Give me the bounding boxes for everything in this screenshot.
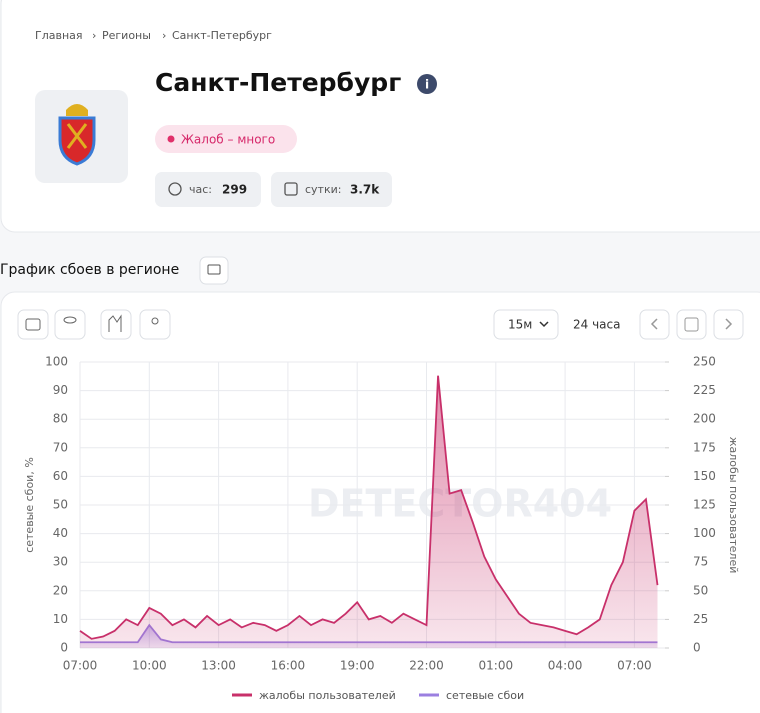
- y-tick-label: 30: [53, 555, 68, 569]
- breadcrumb[interactable]: Главная: [35, 29, 83, 42]
- y2-tick-label: 50: [693, 583, 708, 597]
- stat-value: 299: [222, 183, 247, 197]
- x-tick-label: 01:00: [479, 659, 514, 673]
- status-text: Жалоб – много: [181, 133, 275, 147]
- y-tick-label: 20: [53, 583, 68, 597]
- interval-value: 15м: [508, 318, 532, 332]
- toolbar: 15м 24 часа: [17, 309, 744, 340]
- y2-tick-label: 200: [693, 412, 716, 426]
- x-tick-label: 22:00: [409, 659, 444, 673]
- info-icon-glyph: i: [425, 78, 429, 92]
- series-line: [79, 375, 659, 640]
- clock-icon: [168, 182, 182, 196]
- x-tick-label: 07:00: [617, 659, 652, 673]
- y2-tick-label: 175: [693, 440, 716, 454]
- y-tick-label: 10: [53, 612, 68, 626]
- y2-tick-label: 0: [693, 641, 701, 655]
- y-tick-label: 100: [45, 355, 68, 369]
- series-area: [80, 375, 658, 648]
- region-title: Санкт-Петербург: [155, 68, 401, 97]
- y-axis-title: сетевые сбои, %: [23, 457, 36, 553]
- y2-tick-label: 225: [693, 383, 716, 397]
- stat-chip: [271, 172, 392, 207]
- y-tick-label: 50: [53, 498, 68, 512]
- chart-card: [0, 291, 760, 713]
- stat-chip: [155, 172, 261, 207]
- stat-label: час:: [189, 183, 212, 196]
- breadcrumb-sep: ›: [162, 29, 166, 42]
- calendar-icon: [284, 182, 298, 196]
- y2-tick-label: 150: [693, 469, 716, 483]
- next-button[interactable]: [713, 309, 744, 340]
- interval-select[interactable]: [493, 309, 559, 340]
- toolbar-button[interactable]: [54, 309, 86, 340]
- x-tick-label: 13:00: [201, 659, 236, 673]
- section-button[interactable]: [199, 256, 229, 285]
- y-tick-label: 40: [53, 526, 68, 540]
- y2-tick-label: 100: [693, 526, 716, 540]
- section-button-icon: [207, 264, 221, 275]
- section-title: График сбоев в регионе: [0, 262, 179, 278]
- x-tick-label: 16:00: [271, 659, 306, 673]
- period-value[interactable]: 24 часа: [573, 318, 620, 332]
- x-tick-label: 10:00: [132, 659, 167, 673]
- info-icon[interactable]: [417, 74, 437, 94]
- status-badge: [155, 125, 297, 153]
- y2-tick-label: 25: [693, 612, 708, 626]
- y2-tick-label: 125: [693, 498, 716, 512]
- x-tick-label: 07:00: [63, 659, 98, 673]
- y-tick-label: 70: [53, 440, 68, 454]
- prev-button[interactable]: [639, 309, 670, 340]
- y-tick-label: 0: [60, 641, 68, 655]
- breadcrumb: Санкт-Петербург: [172, 29, 272, 42]
- x-tick-label: 04:00: [548, 659, 583, 673]
- y-tick-label: 90: [53, 383, 68, 397]
- breadcrumb-sep: ›: [92, 29, 96, 42]
- status-dot: [167, 135, 175, 143]
- calendar-button[interactable]: [676, 309, 707, 340]
- y-tick-label: 60: [53, 469, 68, 483]
- stat-value: 3.7k: [350, 183, 380, 197]
- toolbar-button[interactable]: [17, 309, 49, 340]
- stat-label: сутки:: [305, 183, 341, 196]
- y2-tick-label: 75: [693, 555, 708, 569]
- y2-axis-title: жалобы пользователей: [727, 437, 740, 574]
- region-icon: [35, 90, 128, 183]
- legend-label: сетевые сбои: [446, 689, 524, 702]
- y-tick-label: 80: [53, 412, 68, 426]
- y2-tick-label: 250: [693, 355, 716, 369]
- legend-label: жалобы пользователей: [259, 689, 396, 702]
- x-tick-label: 19:00: [340, 659, 375, 673]
- breadcrumb[interactable]: Регионы: [102, 29, 151, 42]
- toolbar-button[interactable]: [100, 309, 132, 340]
